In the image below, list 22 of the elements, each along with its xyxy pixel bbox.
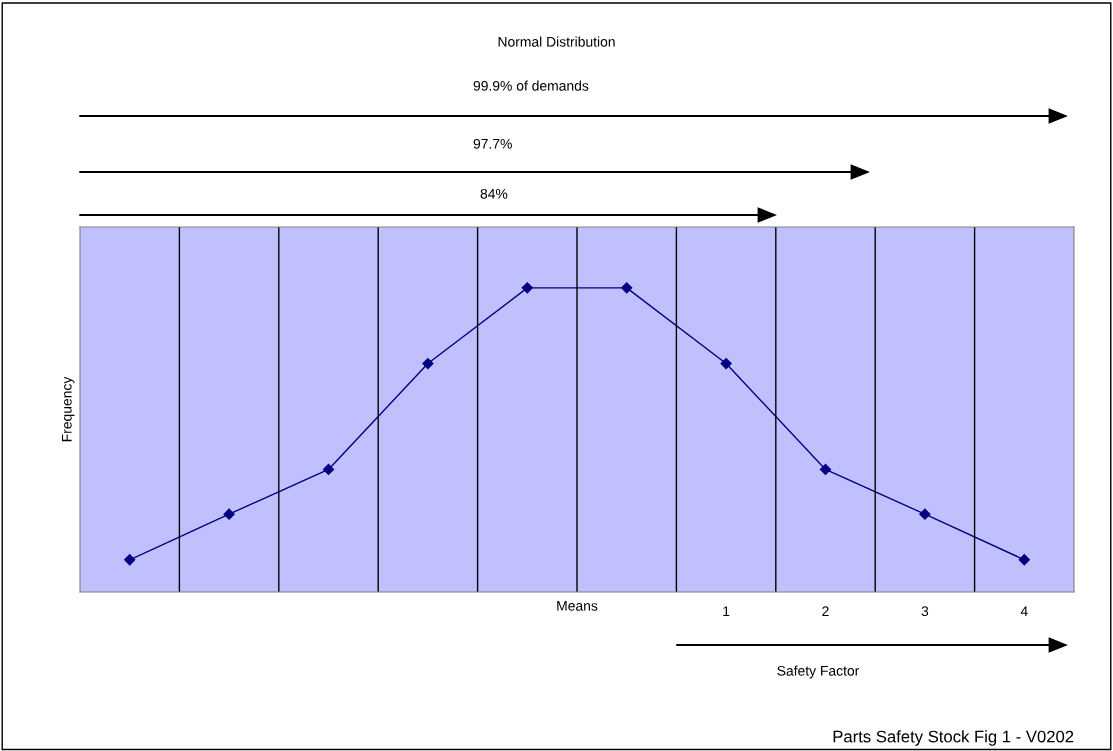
point	[621, 282, 633, 294]
text: 84%	[480, 188, 508, 199]
point	[720, 357, 732, 370]
x-tick-label: 3	[921, 606, 929, 617]
point	[322, 463, 335, 476]
chart-title: Normal Distribution	[498, 36, 615, 47]
text: Means	[557, 601, 598, 611]
point	[919, 508, 931, 520]
text: Parts Safety Stock Fig 1 - V0202	[833, 730, 1074, 746]
point	[1018, 554, 1030, 566]
text: 97.7%	[473, 138, 512, 149]
y-axis-title: Frequency	[62, 376, 75, 442]
point	[422, 357, 434, 370]
point	[223, 508, 235, 520]
x-tick-label: 1	[723, 606, 730, 616]
point	[521, 282, 533, 294]
point	[124, 554, 136, 566]
x-tick-label: 2	[822, 606, 829, 616]
text: Safety Factor	[777, 665, 860, 679]
x-tick-label: 4	[1020, 606, 1028, 616]
point	[819, 463, 832, 476]
text: 99.9% of demands	[473, 80, 589, 91]
